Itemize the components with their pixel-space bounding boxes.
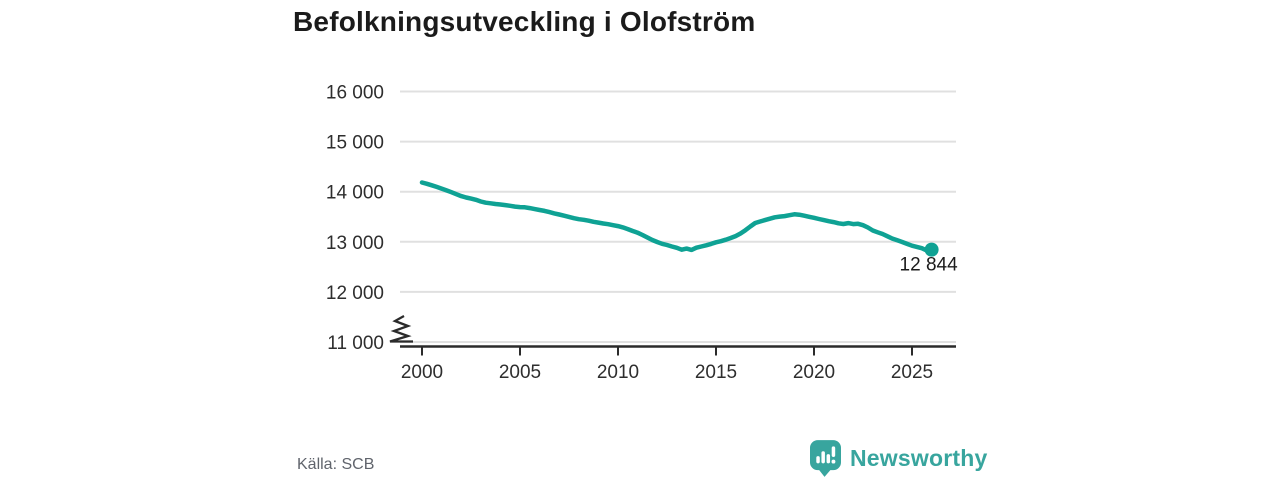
y-axis-tick-label: 11 000	[327, 333, 384, 354]
y-axis-break-icon	[389, 314, 413, 343]
y-axis-tick-label: 14 000	[326, 183, 384, 204]
x-axis-tick-label: 2010	[597, 362, 639, 383]
series-end-value-label: 12 844	[900, 255, 959, 276]
source-label: Källa: SCB	[297, 456, 375, 473]
newsworthy-logo[interactable]: Newsworthy	[810, 440, 987, 477]
x-axis-tick-label: 2015	[695, 362, 737, 383]
x-axis-tick-label: 2000	[401, 362, 443, 383]
series-end-dot	[924, 242, 939, 257]
y-axis-tick-label: 12 000	[326, 283, 384, 304]
x-axis-tick-label: 2005	[499, 362, 541, 383]
newsworthy-logo-icon	[810, 440, 841, 477]
x-axis-tick-label: 2020	[793, 362, 835, 383]
y-axis-tick-label: 15 000	[326, 133, 384, 154]
logo-bubble-shape	[810, 440, 841, 477]
y-axis-tick-label: 16 000	[326, 83, 384, 104]
chart-title: Befolkningsutveckling i Olofström	[293, 6, 756, 37]
population-line-series	[419, 180, 934, 253]
newsworthy-logo-text: Newsworthy	[850, 445, 988, 471]
x-axis-tick-label: 2025	[891, 362, 933, 383]
y-axis-tick-label: 13 000	[326, 233, 384, 254]
